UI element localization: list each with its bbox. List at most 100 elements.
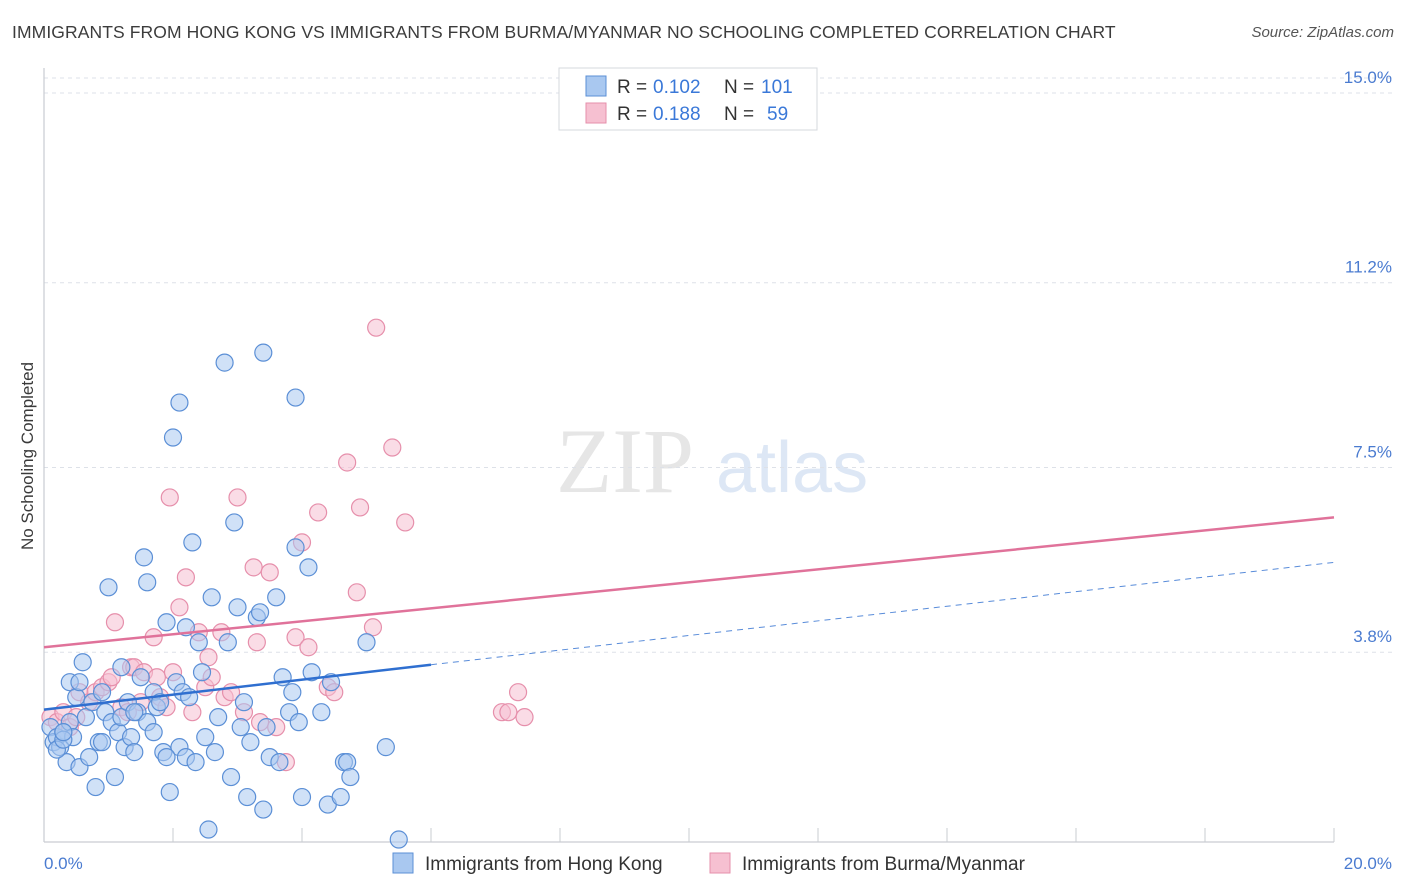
hongkong-point — [144, 723, 163, 742]
hongkong-point — [202, 588, 221, 607]
hongkong-point — [312, 703, 331, 722]
correlation-legend: R = 0.102 N = 101 R = 0.188 N = 59 — [558, 67, 818, 131]
hongkong-point — [241, 733, 260, 752]
burma-point — [299, 638, 318, 657]
hongkong-point — [157, 613, 176, 632]
burma-point — [183, 703, 202, 722]
legend-n-label-1: N = — [724, 77, 754, 98]
y-tick-label: 11.2% — [1345, 258, 1392, 277]
burma-point — [309, 503, 328, 522]
hongkong-point — [76, 708, 96, 727]
burma-point — [396, 513, 415, 532]
hongkong-point — [331, 787, 350, 807]
y-tick-label: 15.0% — [1344, 68, 1392, 87]
legend-swatch-hongkong — [585, 75, 607, 97]
svg-text:atlas: atlas — [716, 428, 868, 508]
hongkong-point — [218, 633, 237, 652]
hongkong-point — [338, 753, 357, 772]
legend-n-value-2: 59 — [767, 104, 788, 125]
burma-point — [147, 668, 166, 687]
hongkong-point — [228, 598, 247, 617]
hongkong-point — [302, 663, 321, 682]
hongkong-point — [121, 728, 141, 747]
hongkong-point — [125, 743, 144, 762]
hongkong-point — [105, 767, 125, 787]
hongkong-point — [225, 513, 244, 532]
hongkong-point — [205, 743, 225, 762]
hongkong-point — [134, 548, 154, 567]
burma-point — [338, 453, 357, 472]
hongkong-point — [270, 753, 289, 772]
trend-lines — [43, 516, 1335, 711]
hongkong-point — [283, 683, 302, 702]
legend-n-value-1: 101 — [761, 77, 793, 98]
hongkong-point — [389, 830, 408, 849]
burma-trend-line — [43, 516, 1335, 649]
legend-swatch-burma — [585, 102, 607, 124]
hongkong-point — [238, 787, 257, 807]
series-hongkong-points — [41, 343, 408, 849]
burma-point — [499, 703, 518, 722]
burma-point — [228, 488, 247, 507]
zipatlas-watermark: ZIP atlas — [556, 410, 868, 512]
hongkong-point — [286, 538, 305, 557]
burma-point — [508, 683, 528, 702]
y-tick-label: 3.8% — [1353, 627, 1392, 646]
legend-r-label-2: R = — [617, 104, 647, 125]
hongkong-point — [99, 578, 118, 597]
burma-point — [105, 613, 125, 632]
hongkong-point — [292, 787, 312, 807]
burma-point — [170, 598, 189, 617]
hongkong-point — [160, 782, 179, 802]
chart-title: IMMIGRANTS FROM HONG KONG VS IMMIGRANTS … — [12, 22, 1116, 42]
hongkong-point — [192, 663, 212, 682]
hongkong-point — [376, 738, 395, 757]
hongkong-point — [189, 633, 208, 652]
hongkong-point — [157, 748, 176, 767]
y-axis-label: No Schooling Completed — [18, 362, 37, 550]
hongkong-point — [54, 723, 73, 742]
hongkong-point — [163, 428, 183, 447]
hongkong-point — [341, 767, 360, 787]
hongkong-point — [267, 588, 286, 607]
hongkong-point — [196, 728, 215, 747]
hongkong-point — [250, 603, 270, 622]
x-tick-label-min: 0.0% — [44, 854, 83, 873]
hongkong-point — [112, 658, 131, 677]
legend-r-value-2: 0.188 — [653, 104, 701, 125]
hongkong-point — [234, 693, 254, 712]
bottom-legend-swatch-burma — [709, 852, 731, 874]
hongkong-point — [231, 718, 250, 737]
legend-n-label-2: N = — [724, 104, 754, 125]
legend-r-label-1: R = — [617, 77, 647, 98]
hongkong-point — [86, 777, 105, 797]
hongkong-point — [183, 533, 202, 552]
burma-point — [260, 563, 279, 582]
hongkong-point — [209, 708, 228, 727]
hongkong-point — [254, 800, 273, 819]
y-tick-labels: 3.8% 7.5% 11.2% 15.0% — [1344, 68, 1392, 646]
hongkong-point — [199, 820, 218, 839]
hongkong-point — [357, 633, 376, 652]
bottom-legend-label-hongkong: Immigrants from Hong Kong — [425, 854, 663, 875]
hongkong-point — [125, 703, 144, 722]
bottom-legend-label-burma: Immigrants from Burma/Myanmar — [742, 854, 1026, 875]
hongkong-point — [289, 713, 308, 732]
legend-r-value-1: 0.102 — [653, 77, 701, 98]
y-tick-label: 7.5% — [1353, 442, 1392, 461]
x-axis-ticks — [43, 828, 1335, 842]
burma-point — [367, 318, 386, 337]
burma-point — [244, 558, 263, 577]
hongkong-point — [92, 683, 112, 702]
hongkong-point — [67, 688, 86, 707]
burma-point — [515, 708, 534, 727]
bottom-legend: Immigrants from Hong Kong Immigrants fro… — [392, 852, 1026, 875]
burma-point — [350, 498, 370, 517]
burma-point — [247, 633, 266, 652]
hongkong-point — [186, 753, 205, 772]
hongkong-point — [80, 748, 99, 767]
hongkong-point — [73, 653, 92, 672]
bottom-legend-swatch-hongkong — [392, 852, 414, 874]
hongkong-point — [254, 343, 273, 362]
hongkong-point — [286, 388, 305, 407]
